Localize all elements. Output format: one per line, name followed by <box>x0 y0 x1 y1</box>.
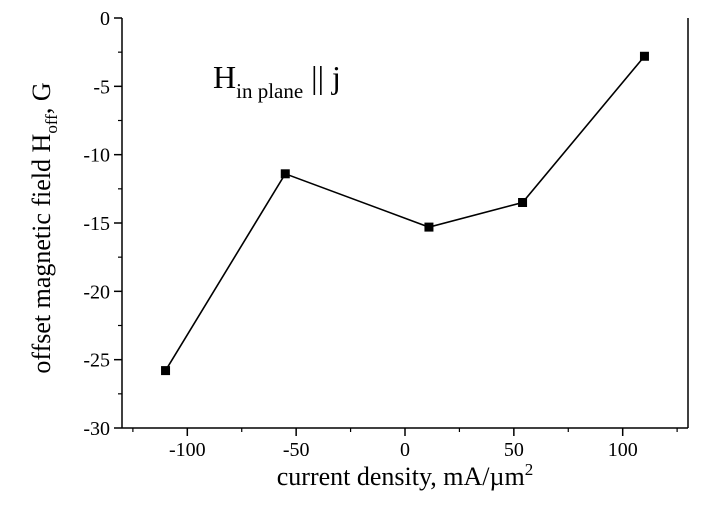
data-series <box>161 51 649 376</box>
data-point <box>518 198 528 207</box>
x-axis-label: current density, mA/µm2 <box>277 460 533 491</box>
data-point <box>161 366 171 376</box>
x-tick-label: 0 <box>400 439 410 461</box>
y-tick-label: -10 <box>83 145 110 167</box>
y-tick-label: -25 <box>83 350 110 372</box>
x-tick-label: -50 <box>283 439 310 461</box>
x-tick-label: -100 <box>169 439 206 461</box>
y-tick-label: -20 <box>83 281 110 303</box>
x-tick-label: 100 <box>608 439 638 461</box>
y-tick-label: -15 <box>83 213 110 235</box>
y-axis-label: offset magnetic field Hoff, G <box>27 82 61 373</box>
data-point <box>280 169 290 179</box>
x-tick-label: 50 <box>504 439 524 461</box>
labels: current density, mA/µm2 offset magnetic f… <box>27 59 533 491</box>
y-tick-label: -30 <box>83 418 110 440</box>
y-tick-label: 0 <box>100 8 110 30</box>
data-point <box>424 222 434 232</box>
data-point <box>639 51 649 61</box>
series-line <box>164 55 646 372</box>
field-direction-annotation: Hin plane || j <box>213 59 341 103</box>
y-tick-label: -5 <box>93 76 110 98</box>
axes: -100 -50 0 50 100 0 -5 -10 -15 -20 -25 -30 <box>83 8 689 461</box>
